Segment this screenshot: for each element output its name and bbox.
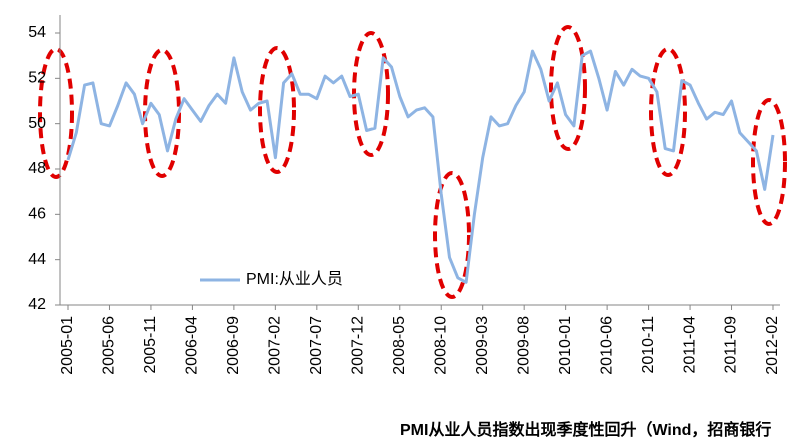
ellipse: [649, 47, 687, 177]
y-tick-label: 46: [28, 206, 46, 223]
x-tick-label: 2007-02: [267, 316, 284, 375]
x-tick-label: 2010-11: [640, 316, 657, 374]
x-tick-label: 2009-03: [474, 316, 491, 375]
series-line: [66, 49, 775, 284]
ellipse: [258, 46, 296, 174]
x-tick-label: 2005-11: [142, 316, 159, 374]
x-tick-label: 2010-06: [598, 316, 615, 375]
ellipse: [143, 48, 181, 178]
x-tick-label: 2005-06: [101, 316, 118, 375]
x-tick-label: 2006-04: [184, 316, 201, 375]
x-tick-label: 2008-05: [391, 316, 408, 375]
caption: PMI从业人员指数出现季度性回升（Wind，招商银行: [400, 420, 771, 439]
ellipse: [433, 171, 471, 299]
legend-label: PMI:从业人员: [246, 270, 343, 288]
y-tick-label: 48: [28, 160, 46, 177]
x-tick-label: 2011-09: [723, 316, 740, 374]
x-tick-label: 2005-01: [59, 316, 76, 375]
y-tick-label: 44: [28, 251, 46, 268]
annotation-ellipses: [38, 25, 787, 299]
x-tick-label: 2006-09: [225, 316, 242, 375]
ellipse: [549, 25, 587, 151]
x-tick-label: 2008-10: [432, 316, 449, 375]
x-tick-label: 2009-08: [515, 316, 532, 375]
y-tick-label: 54: [28, 24, 46, 41]
ellipse: [751, 98, 787, 226]
x-tick-label: 2007-12: [350, 316, 367, 375]
x-tick-label: 2012-02: [764, 316, 781, 375]
x-tick-label: 2011-04: [681, 316, 698, 374]
y-tick-label: 52: [28, 70, 46, 87]
x-tick-label: 2007-07: [308, 316, 325, 375]
ellipse: [38, 47, 74, 179]
y-tick-label: 50: [28, 115, 46, 132]
x-tick-label: 2010-01: [557, 316, 574, 375]
y-tick-label: 42: [28, 296, 46, 313]
